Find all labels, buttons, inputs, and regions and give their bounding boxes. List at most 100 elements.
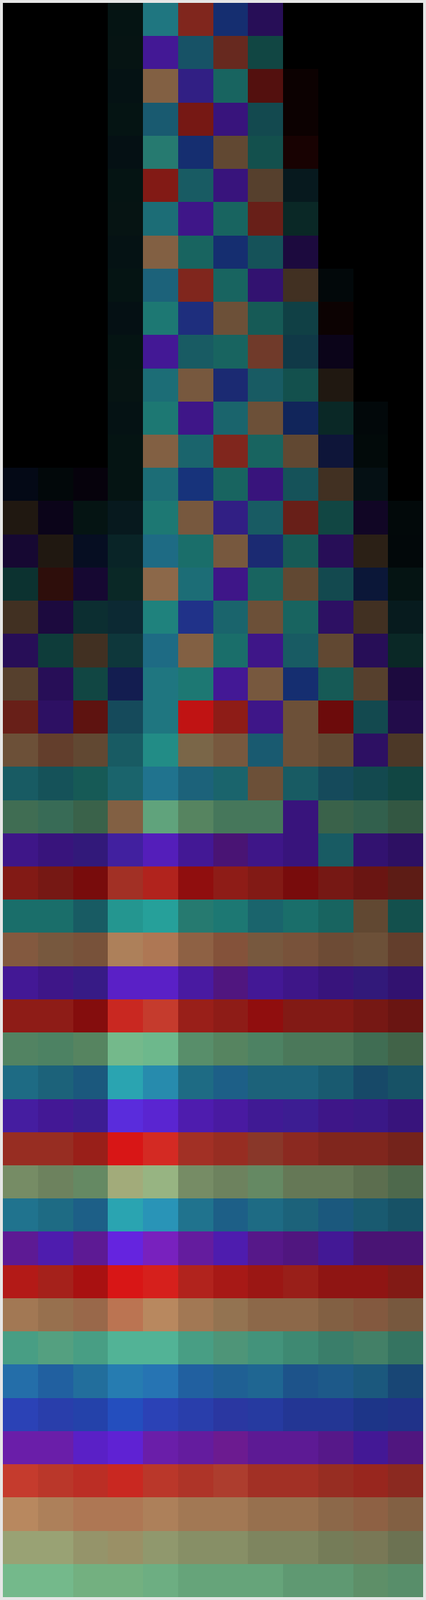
heatmap-cell (2, 434, 39, 469)
heatmap-cell (247, 168, 284, 203)
heatmap-cell (38, 168, 74, 203)
heatmap-cell (73, 1265, 109, 1299)
heatmap-cell (178, 135, 214, 170)
heatmap-cell (107, 102, 143, 137)
heatmap-cell (178, 932, 214, 967)
heatmap-cell (353, 135, 389, 170)
heatmap-cell (283, 700, 319, 735)
heatmap-cell (107, 235, 143, 270)
heatmap-cell (2, 467, 39, 502)
heatmap-cell (213, 401, 249, 436)
heatmap-cell (213, 1298, 249, 1332)
heatmap-cell (38, 600, 74, 635)
heatmap-cell (387, 1464, 424, 1498)
heatmap-cell (2, 866, 39, 901)
heatmap-cell (318, 866, 354, 901)
heatmap-cell (247, 235, 284, 270)
heatmap-cell (283, 833, 319, 868)
heatmap-cell (387, 268, 424, 303)
heatmap-cell (178, 700, 214, 735)
heatmap-cell (2, 600, 39, 635)
heatmap-cell (2, 1132, 39, 1166)
heatmap-cell (213, 1198, 249, 1233)
heatmap-cell (73, 1065, 109, 1100)
heatmap-cell (142, 1331, 179, 1365)
heatmap-cell (283, 35, 319, 70)
heatmap-cell (142, 368, 179, 403)
heatmap-cell (213, 334, 249, 369)
heatmap-cell (73, 1497, 109, 1531)
heatmap-cell (387, 368, 424, 403)
heatmap-cell (2, 1431, 39, 1465)
heatmap-cell (283, 932, 319, 967)
heatmap-cell (38, 1431, 74, 1465)
heatmap-cell (73, 1331, 109, 1365)
heatmap-cell (178, 401, 214, 436)
heatmap-cell (283, 1099, 319, 1133)
heatmap-cell (353, 1298, 389, 1332)
heatmap-cell (2, 1298, 39, 1332)
heatmap-cell (283, 1397, 319, 1432)
heatmap-cell (142, 135, 179, 170)
heatmap-cell (178, 1364, 214, 1398)
heatmap-cell (178, 235, 214, 270)
heatmap-cell (107, 500, 143, 535)
heatmap-cell (318, 1198, 354, 1233)
heatmap-cell (38, 1331, 74, 1365)
heatmap-cell (283, 1563, 319, 1597)
heatmap-cell (142, 833, 179, 868)
heatmap-cell (178, 301, 214, 336)
heatmap-cell (283, 1032, 319, 1067)
heatmap-cell (213, 667, 249, 702)
heatmap-cell (107, 68, 143, 103)
heatmap-cell (353, 235, 389, 270)
heatmap-cell (283, 368, 319, 403)
heatmap-cell (142, 932, 179, 967)
heatmap-cell (2, 168, 39, 203)
heatmap-cell (353, 733, 389, 768)
heatmap-cell (283, 1298, 319, 1332)
heatmap-cell (387, 1397, 424, 1432)
heatmap-cell (283, 68, 319, 103)
heatmap-cell (247, 1099, 284, 1133)
heatmap-cell (247, 401, 284, 436)
heatmap-cell (38, 1265, 74, 1299)
heatmap-cell (178, 2, 214, 37)
heatmap-cell (2, 35, 39, 70)
heatmap-cell (38, 1563, 74, 1597)
heatmap-cell (73, 368, 109, 403)
heatmap-cell (283, 1497, 319, 1531)
heatmap-cell (283, 102, 319, 137)
heatmap-cell (38, 932, 74, 967)
heatmap-cell (387, 534, 424, 569)
heatmap-cell (2, 1497, 39, 1531)
heatmap-cell (2, 800, 39, 835)
heatmap-cell (107, 1563, 143, 1597)
heatmap-cell (283, 1132, 319, 1166)
heatmap-cell (213, 168, 249, 203)
heatmap-cell (387, 1132, 424, 1166)
heatmap-cell (213, 999, 249, 1034)
heatmap-cell (142, 235, 179, 270)
heatmap-cell (213, 899, 249, 934)
heatmap-cell (38, 401, 74, 436)
heatmap-cell (387, 201, 424, 236)
heatmap-cell (38, 434, 74, 469)
heatmap-cell (107, 434, 143, 469)
heatmap-cell (142, 766, 179, 801)
heatmap-cell (178, 201, 214, 236)
heatmap-cell (2, 500, 39, 535)
heatmap-cell (318, 833, 354, 868)
heatmap-cell (73, 1132, 109, 1166)
heatmap-cell (387, 633, 424, 668)
heatmap-cell (318, 135, 354, 170)
heatmap-cell (353, 1464, 389, 1498)
heatmap-cell (247, 866, 284, 901)
heatmap-cell (178, 866, 214, 901)
heatmap-cell (318, 667, 354, 702)
heatmap-cell (73, 534, 109, 569)
heatmap-cell (2, 733, 39, 768)
heatmap-cell (318, 201, 354, 236)
heatmap-cell (387, 700, 424, 735)
heatmap-cell (142, 168, 179, 203)
